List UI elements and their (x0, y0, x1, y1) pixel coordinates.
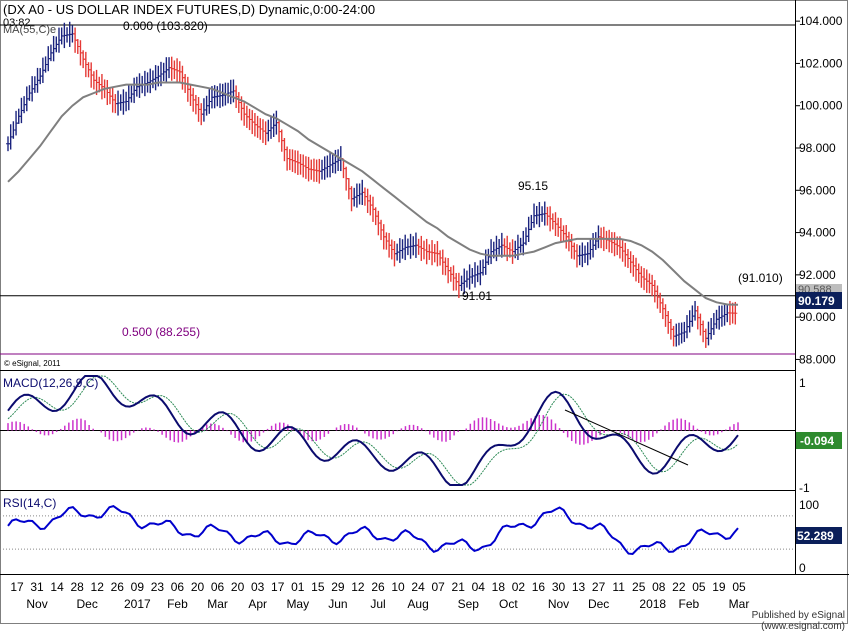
price-axis-tick-label: 90.000 (799, 310, 836, 324)
peak-label: 95.15 (518, 179, 548, 193)
price-axis: 104.000 102.000 100.000 98.000 96.000 94.000 9… (795, 14, 843, 366)
x-axis-day-label: 04 (472, 580, 486, 594)
x-axis-day-label: 25 (632, 580, 646, 594)
x-axis-day-label: 02 (512, 580, 526, 594)
x-axis-day-label: 11 (612, 580, 625, 594)
x-axis-month-label: Oct (499, 597, 518, 611)
x-axis-month-label: Dec (77, 597, 98, 611)
x-axis-day-label: 26 (371, 580, 385, 594)
x-axis-month-label: Mar (729, 597, 750, 611)
x-axis-month-label: 2017 (124, 597, 151, 611)
last-price-label: 90.179 (798, 294, 835, 308)
x-axis-day-label: 26 (111, 580, 125, 594)
last-price-box (796, 292, 842, 309)
macd-value-box (796, 432, 842, 449)
x-axis-month-label: 2018 (639, 597, 666, 611)
x-axis-day-label: 14 (50, 580, 64, 594)
x-axis-month-label: Sep (458, 597, 480, 611)
price-axis-tick-label: 98.000 (799, 141, 836, 155)
x-axis-month-label: Aug (407, 597, 428, 611)
rsi-tick-bottom: 0 (799, 561, 806, 575)
x-axis-day-label: 07 (431, 580, 445, 594)
rsi-value-box (796, 527, 842, 544)
x-axis-day-label: 31 (30, 580, 44, 594)
x-axis-day-label: 08 (652, 580, 666, 594)
price-axis-tick-label: 102.000 (799, 56, 843, 70)
ma-line-series (7, 81, 739, 306)
x-axis-day-label: 09 (131, 580, 145, 594)
x-axis-day-label: 17 (10, 580, 24, 594)
x-axis-day-label: 20 (231, 580, 245, 594)
macd-tick-top: 1 (799, 376, 806, 390)
price-axis-tick-label: 92.000 (799, 268, 836, 282)
x-axis-day-label: 24 (411, 580, 425, 594)
x-axis-month-label: Mar (207, 597, 228, 611)
x-axis-day-label: 20 (191, 580, 205, 594)
published-by: Published by eSignal (www.esignal.com) (751, 610, 845, 632)
x-axis-month-label: Feb (167, 597, 188, 611)
rsi-guides (0, 515, 795, 550)
copyright-text: © eSignal, 2011 (4, 359, 61, 368)
rsi-panel-label: RSI(14,C) (3, 496, 56, 510)
x-axis-month-label: Jun (328, 597, 347, 611)
price-axis-tick-label: 104.000 (799, 14, 843, 28)
x-axis-day-label: 03 (251, 580, 265, 594)
x-axis-day-label: 17 (271, 580, 285, 594)
x-axis-day-label: 30 (552, 580, 566, 594)
x-axis-day-label: 01 (291, 580, 305, 594)
x-axis-month-label: Feb (679, 597, 700, 611)
x-axis-day-label: 29 (331, 580, 345, 594)
price-axis-tick-label: 88.000 (799, 352, 836, 366)
x-axis-day-label: 22 (672, 580, 686, 594)
x-axis-day-label: 12 (91, 580, 105, 594)
fib-level-label: 0.500 (88.255) (122, 325, 200, 339)
x-axis-month-label: Apr (248, 597, 267, 611)
macd-value-label: -0.094 (800, 434, 834, 448)
price-axis-tick-label: 96.000 (799, 183, 836, 197)
price-axis-tick-label: 94.000 (799, 226, 836, 240)
x-axis-month-label: Jul (370, 597, 385, 611)
x-axis-day-label: 15 (311, 580, 325, 594)
x-axis-day-label: 13 (572, 580, 586, 594)
macd-trendline (564, 409, 689, 466)
rsi-line (7, 505, 739, 556)
x-axis-day-label: 28 (70, 580, 84, 594)
ma-value-box (796, 284, 842, 294)
price-levels (0, 24, 795, 355)
price-bars (6, 21, 738, 348)
x-axis-month-label: Dec (588, 597, 609, 611)
chart-title: (DX A0 - US DOLLAR INDEX FUTURES,D) Dyna… (3, 2, 375, 17)
x-axis-day-label: 18 (492, 580, 506, 594)
x-axis: 17 31 14 28 12 26 09 23 06 20 06 20 03 17 01 15 29 12 26 10… (10, 580, 749, 611)
low-label: 91.01 (462, 289, 492, 303)
x-axis-day-label: 05 (692, 580, 706, 594)
x-axis-day-label: 23 (151, 580, 165, 594)
x-axis-day-label: 27 (592, 580, 606, 594)
price-axis-tick-label: 100.000 (799, 99, 843, 113)
x-axis-day-label: 21 (452, 580, 466, 594)
level-right-label: (91.010) (738, 271, 783, 285)
macd-histogram (7, 415, 739, 445)
macd-panel-label: MACD(12,26,9,C) (3, 376, 98, 390)
x-axis-day-label: 06 (211, 580, 225, 594)
chart-subtitle-value: 03:82 (3, 17, 31, 29)
x-axis-day-label: 05 (732, 580, 746, 594)
x-axis-month-label: May (286, 597, 309, 611)
macd-line (7, 375, 739, 486)
x-axis-day-label: 19 (712, 580, 726, 594)
x-axis-day-label: 06 (171, 580, 185, 594)
high-level-label: 0.000 (103.820) (123, 19, 208, 33)
x-axis-month-label: Nov (548, 597, 569, 611)
x-axis-month-label: Nov (26, 597, 47, 611)
x-axis-day-label: 12 (351, 580, 365, 594)
x-axis-day-label: 10 (391, 580, 405, 594)
x-axis-day-label: 16 (532, 580, 546, 594)
rsi-value-label: 52.289 (797, 529, 834, 543)
ma-legend-label: MA(55,C)e (3, 24, 56, 36)
macd-tick-bottom: -1 (799, 481, 810, 495)
rsi-tick-top: 100 (799, 498, 819, 512)
